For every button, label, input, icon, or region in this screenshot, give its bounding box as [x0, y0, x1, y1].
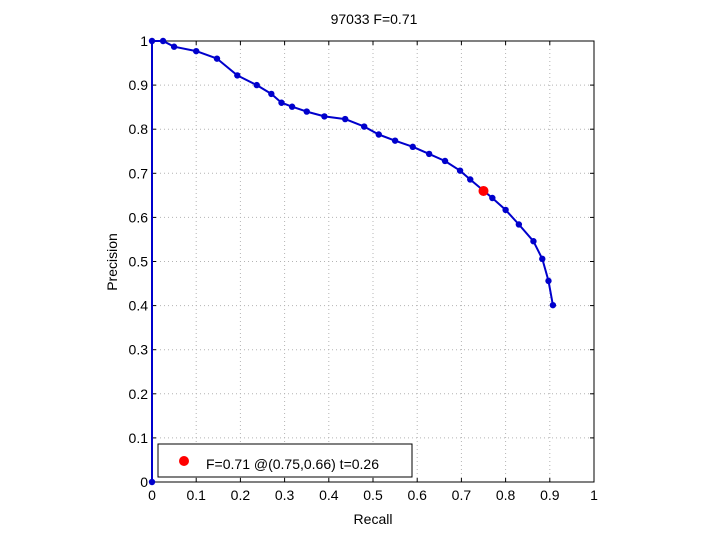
- x-tick-label: 0.7: [452, 487, 472, 503]
- x-tick-label: 0.3: [275, 487, 295, 503]
- chart-title: 97033 F=0.71: [331, 11, 418, 27]
- best-f-point: [478, 185, 489, 196]
- pr-point: [148, 478, 156, 486]
- legend-marker: [179, 456, 189, 466]
- legend-label: F=0.71 @(0.75,0.66) t=0.26: [206, 456, 379, 472]
- pr-point: [467, 176, 474, 183]
- pr-point: [456, 167, 464, 174]
- x-tick-label: 0.1: [186, 487, 206, 503]
- pr-point: [425, 150, 433, 158]
- grid: [152, 41, 594, 482]
- x-tick-label: 0.2: [231, 487, 251, 503]
- pr-point: [253, 81, 260, 89]
- pr-point: [489, 194, 496, 202]
- pr-point: [268, 90, 275, 98]
- x-tick-label: 0.5: [363, 487, 383, 503]
- pr-point: [441, 157, 449, 165]
- y-tick-label: 0.2: [129, 386, 149, 402]
- pr-point: [375, 131, 382, 138]
- x-tick-label: 0.6: [407, 487, 427, 503]
- y-tick-label: 0: [140, 474, 148, 490]
- y-tick-label: 0.3: [129, 342, 149, 358]
- pr-point: [303, 108, 310, 115]
- pr-point: [159, 37, 167, 45]
- y-tick-label: 0.1: [129, 430, 149, 446]
- legend-box: [157, 443, 413, 478]
- x-axis: 0 0.1 0.2 0.3 0.4 0.5 0.6 0.7 0.8 0.9 1: [148, 41, 598, 503]
- x-axis-label: Recall: [354, 511, 393, 527]
- legend: F=0.71 @(0.75,0.66) t=0.26: [157, 443, 413, 478]
- y-tick-label: 0.5: [129, 254, 149, 270]
- x-tick-label: 0.4: [319, 487, 339, 503]
- pr-point: [213, 55, 221, 62]
- x-tick-label: 1: [590, 487, 598, 503]
- pr-point: [321, 113, 328, 120]
- pr-point: [545, 277, 552, 285]
- x-tick-label: 0: [148, 487, 156, 503]
- pr-point: [148, 37, 156, 45]
- pr-point: [234, 72, 241, 79]
- pr-point: [539, 255, 546, 263]
- pr-point: [288, 103, 296, 110]
- x-tick-label: 0.8: [496, 487, 516, 503]
- pr-point: [391, 137, 399, 144]
- y-tick-label: 0.7: [129, 165, 149, 181]
- pr-point: [502, 206, 509, 214]
- y-tick-label: 0.9: [129, 77, 149, 93]
- pr-point: [549, 301, 557, 309]
- y-tick-label: 0.8: [129, 121, 149, 137]
- y-tick-label: 0.4: [129, 298, 149, 314]
- pr-point: [193, 47, 200, 55]
- pr-point: [170, 43, 178, 50]
- pr-point: [530, 238, 537, 245]
- y-axis-label: Precision: [104, 233, 120, 291]
- y-axis: 0 0.1 0.2 0.3 0.4 0.5 0.6 0.7 0.8 0.9 1: [129, 33, 594, 490]
- x-tick-label: 0.9: [540, 487, 560, 503]
- pr-point: [278, 99, 285, 106]
- pr-curve: [148, 37, 557, 486]
- y-tick-label: 0.6: [129, 209, 149, 225]
- pr-point: [409, 143, 416, 151]
- pr-point: [360, 123, 368, 130]
- pr-point: [515, 221, 523, 228]
- y-tick-label: 1: [140, 33, 148, 49]
- pr-point: [341, 115, 349, 123]
